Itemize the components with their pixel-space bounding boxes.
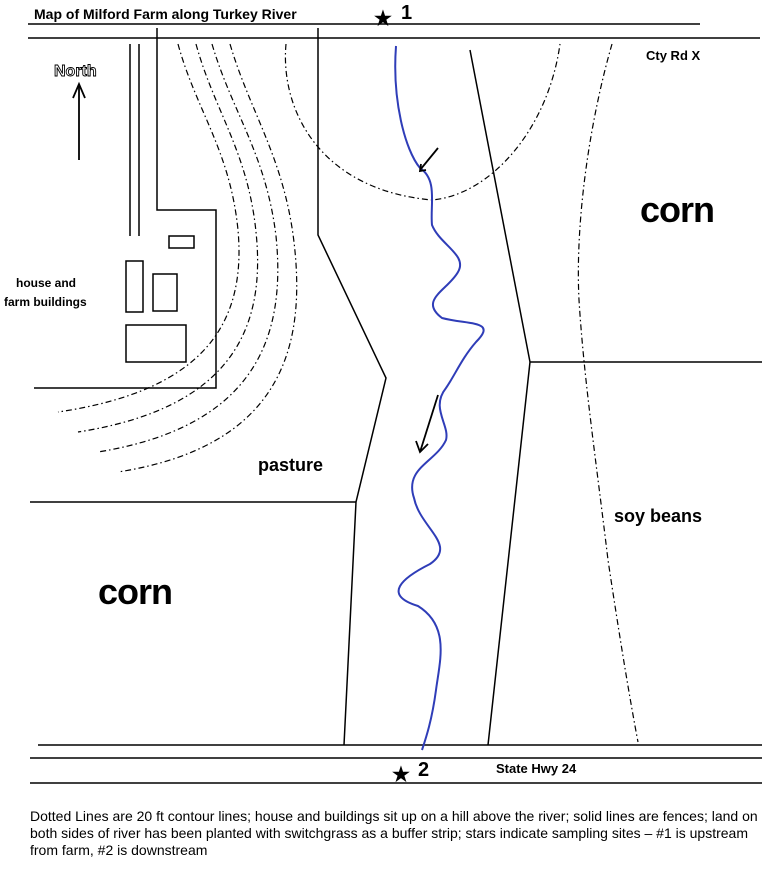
field-label-corn-west: corn — [98, 571, 172, 612]
site-1-star-icon: ★ — [374, 8, 392, 30]
building-middle — [152, 273, 178, 312]
field-label-soy-beans: soy beans — [614, 506, 702, 526]
field-label-pasture: pasture — [258, 455, 323, 475]
map-title: Map of Milford Farm along Turkey River — [34, 6, 297, 22]
county-road-x — [28, 23, 760, 39]
house — [125, 324, 187, 363]
state-highway-24 — [30, 744, 762, 784]
building-small — [168, 235, 195, 249]
house-label-line1: house and — [16, 276, 76, 290]
road-label-highway: State Hwy 24 — [496, 761, 577, 776]
map-caption: Dotted Lines are 20 ft contour lines; ho… — [30, 808, 758, 858]
building-left — [125, 260, 144, 313]
farm-map: ★ 1 ★ 2 Map of Milford Farm along Turkey… — [4, 2, 762, 786]
turkey-river — [394, 45, 485, 751]
road-label-county: Cty Rd X — [646, 48, 701, 63]
field-label-corn-east: corn — [640, 189, 714, 230]
fence-lines — [30, 28, 762, 746]
north-label: North — [54, 63, 97, 80]
flow-arrows — [72, 81, 439, 454]
contour-lines — [57, 43, 639, 743]
site-2-label: 2 — [418, 759, 429, 781]
farm-buildings — [125, 235, 195, 363]
site-2-star-icon: ★ — [392, 764, 410, 786]
site-1-label: 1 — [401, 2, 412, 24]
house-label-line2: farm buildings — [4, 295, 87, 309]
